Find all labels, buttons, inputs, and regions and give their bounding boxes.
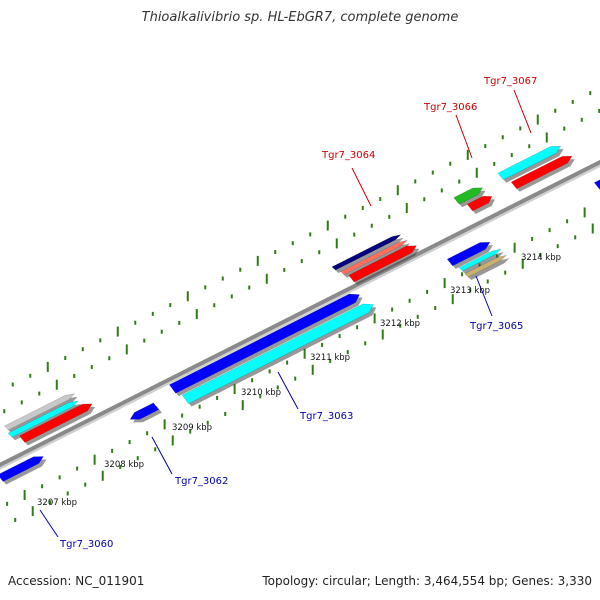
gene-arrow-red-c-shadow xyxy=(470,199,495,214)
gene-arrow-blue-e xyxy=(593,179,600,190)
map-title: Thioalkalivibrio sp. HL-EbGR7, complete … xyxy=(141,10,459,25)
callout-line xyxy=(475,275,493,317)
gene-features xyxy=(0,145,600,485)
gene-arrow-red-a-shadow xyxy=(22,406,96,446)
gene-arrow-navy xyxy=(331,234,402,271)
ruler-labels: 3207 kbp 3208 kbp 3209 kbp 3210 kbp 3211 kbp… xyxy=(37,253,561,508)
gene-arrow-blue-a xyxy=(0,456,44,482)
gene-arrow-red-b-shadow xyxy=(351,248,420,285)
gene-label: Tgr7_3066 xyxy=(423,102,477,113)
gene-arrow-grey xyxy=(4,393,76,431)
gene-label: Tgr7_3064 xyxy=(321,150,375,161)
ruler-label: 3207 kbp xyxy=(37,498,77,508)
accession-label: Accession: NC_011901 xyxy=(8,574,145,588)
backbone-line xyxy=(0,159,600,468)
gene-label: Tgr7_3062 xyxy=(174,476,228,487)
callout-line xyxy=(455,114,473,159)
gene-arrow-salmon xyxy=(340,239,409,275)
gene-label: Tgr7_3063 xyxy=(299,411,353,422)
gene-arrow-red-c xyxy=(466,195,493,212)
gene-label: Tgr7_3067 xyxy=(483,76,537,87)
gene-arrow-tan-shadow xyxy=(467,258,510,280)
callout-line xyxy=(151,436,173,475)
callout-line xyxy=(39,509,59,538)
tick-marks xyxy=(3,91,600,522)
gene-arrow-blue-d xyxy=(446,242,491,267)
gene-arrow-red-d-shadow xyxy=(514,159,575,192)
gene-arrow-blue-b xyxy=(129,402,160,420)
gene-callouts: Tgr7_3060 Tgr7_3062 Tgr7_3063 Tgr7_3064 Tgr7… xyxy=(39,76,537,550)
gene-arrow-navy-shadow xyxy=(334,237,404,274)
gene-arrow-tan xyxy=(464,254,508,278)
gene-arrow-red-b xyxy=(348,245,417,283)
gene-arrow-red-d xyxy=(510,155,573,190)
ruler-label: 3209 kbp xyxy=(172,423,212,433)
gene-arrow-green-shadow xyxy=(456,190,486,208)
gene-arrow-blue-c xyxy=(168,293,360,394)
gene-arrow-cyan-b-shadow xyxy=(500,149,564,183)
genome-summary: Topology: circular; Length: 3,464,554 bp… xyxy=(262,574,592,588)
gene-arrow-cyan-a-shadow xyxy=(11,403,82,441)
ruler-label: 3210 kbp xyxy=(241,388,281,398)
gene-arrow-salmon-shadow xyxy=(343,243,411,278)
gene-arrow-green xyxy=(453,187,483,205)
ruler-label: 3212 kbp xyxy=(380,319,420,329)
gene-arrow-cyan-b xyxy=(497,145,562,181)
gene-arrow-cyan-a xyxy=(7,400,79,438)
gene-arrow-blue-a-shadow xyxy=(0,459,47,485)
ruler-label: 3211 kbp xyxy=(310,353,350,363)
ruler-label: 3214 kbp xyxy=(521,253,561,263)
backbone xyxy=(0,159,600,470)
gene-label: Tgr7_3065 xyxy=(469,321,523,332)
gene-arrow-cyan-c xyxy=(181,303,374,404)
gene-arrow-blue-d-shadow xyxy=(450,245,493,269)
gene-arrow-cyan-d xyxy=(458,248,502,272)
gene-arrow-red-a xyxy=(19,403,93,443)
gene-arrow-grey-shadow xyxy=(7,396,78,434)
callout-line xyxy=(351,167,372,207)
callout-line xyxy=(513,89,532,134)
gene-arrow-cyan-d-shadow xyxy=(462,252,504,274)
ruler-label: 3213 kbp xyxy=(450,286,490,296)
gene-label: Tgr7_3060 xyxy=(59,539,113,550)
ruler-label: 3208 kbp xyxy=(104,460,144,470)
callout-line xyxy=(277,371,299,410)
